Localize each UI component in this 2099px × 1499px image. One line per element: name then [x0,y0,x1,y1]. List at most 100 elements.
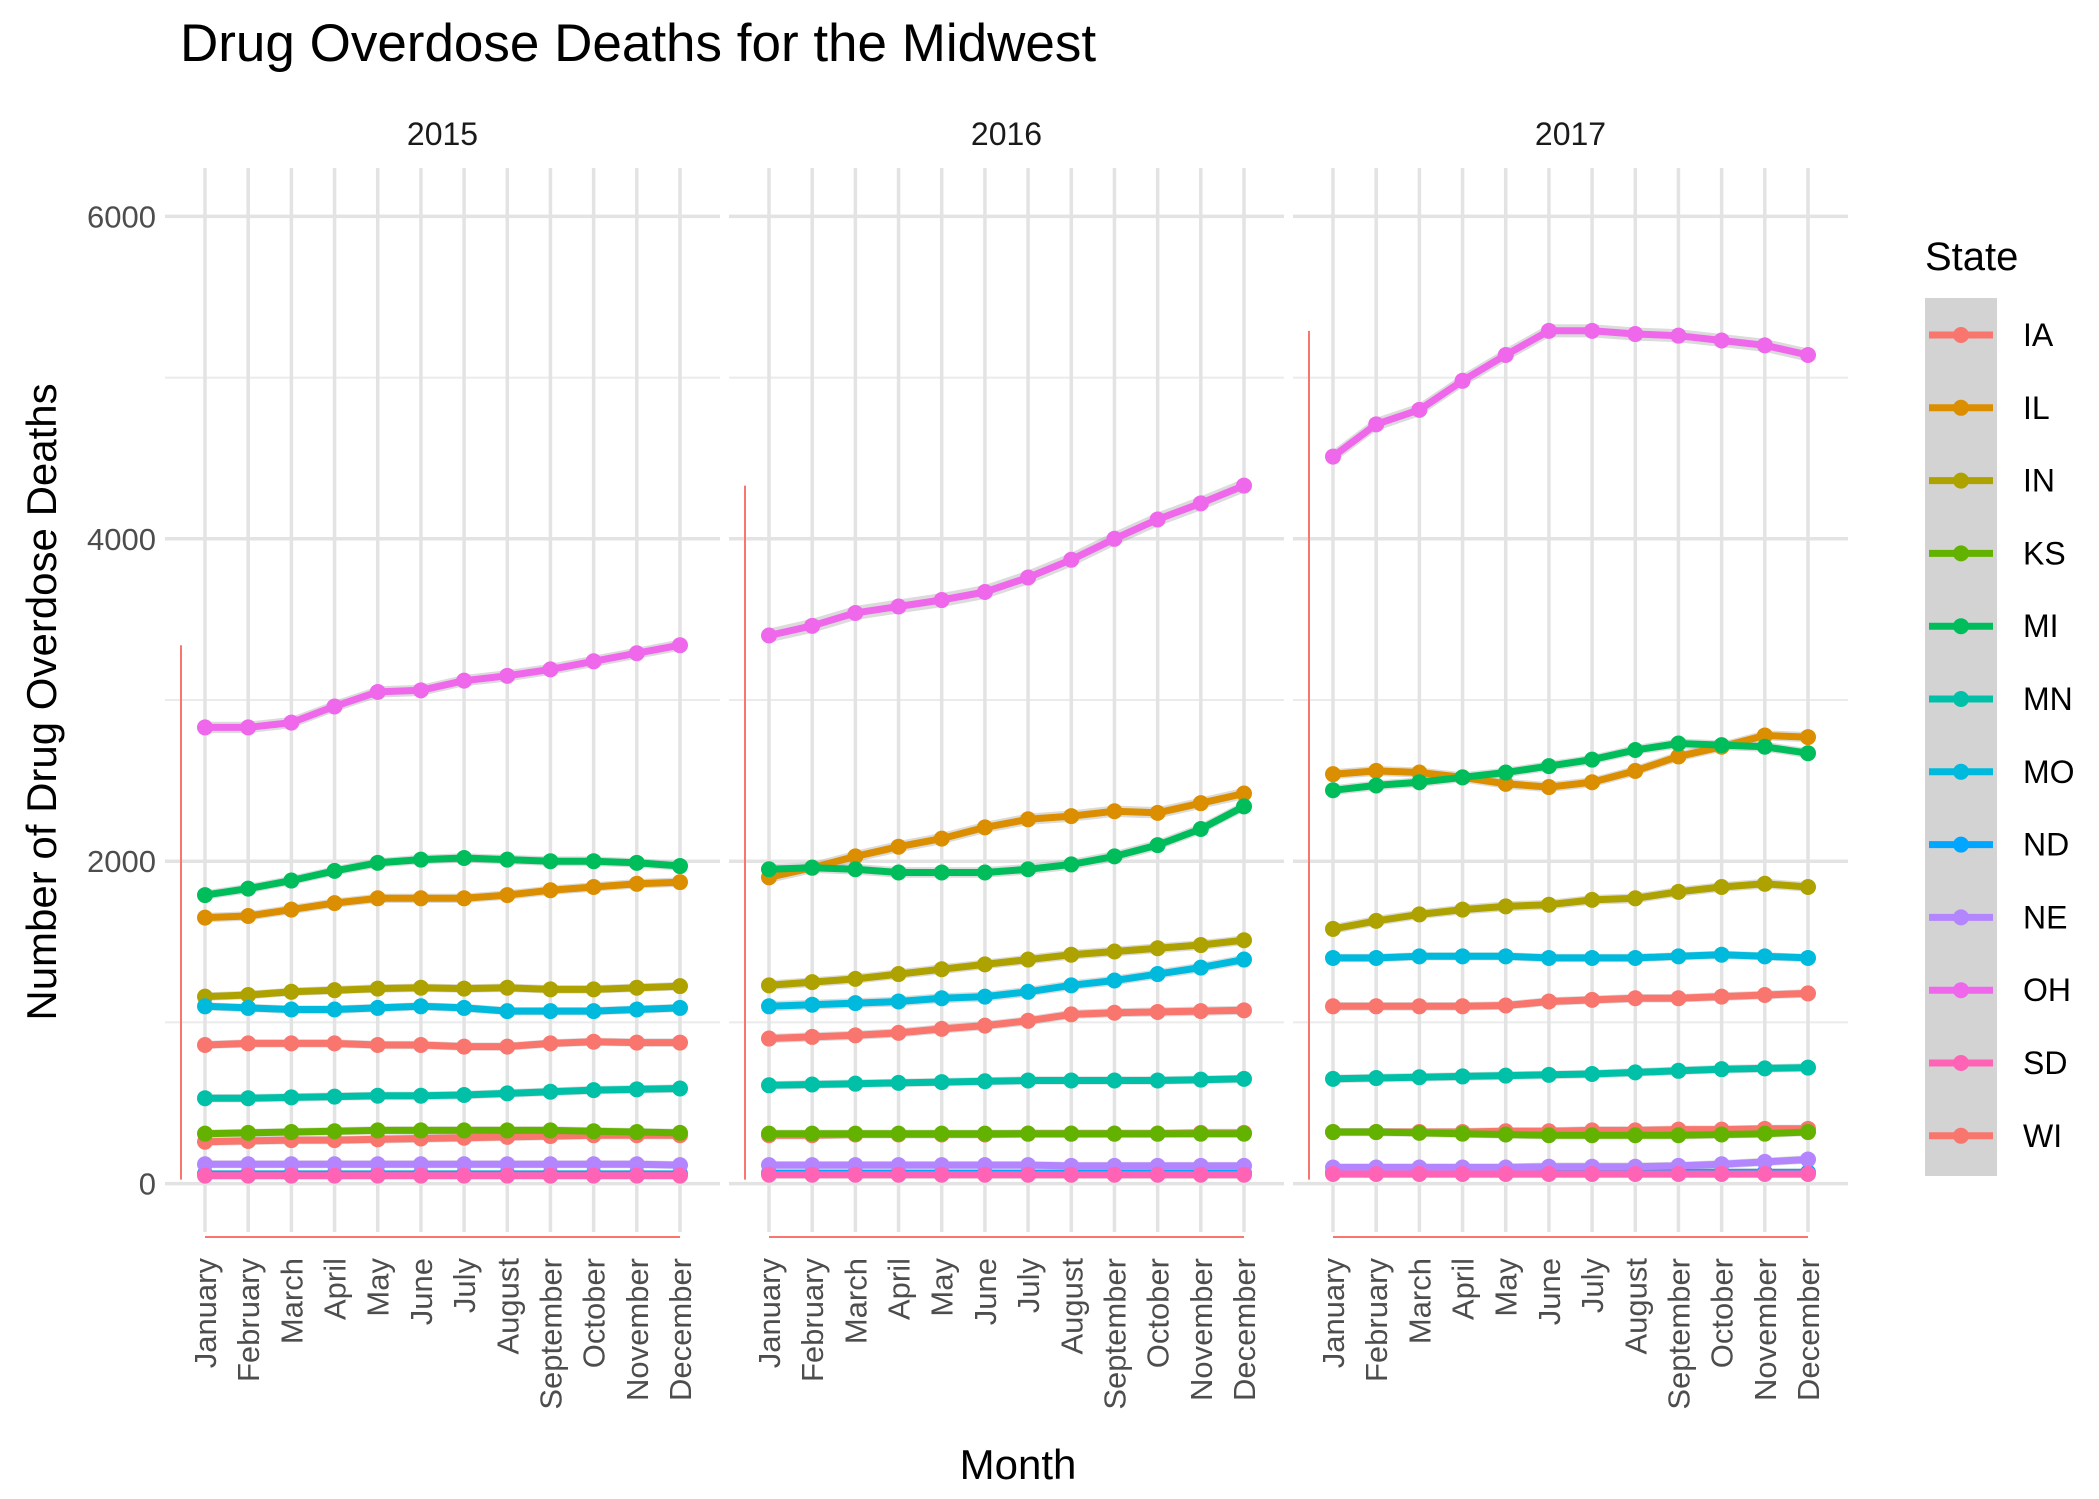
data-point-IL [847,848,864,865]
data-point-IN [456,980,473,997]
data-point-OH [1454,372,1471,389]
data-point-KS [1497,1126,1514,1143]
data-point-IN [672,978,688,995]
data-point-MN [1540,1066,1557,1083]
data-point-MO [1325,949,1341,966]
data-point-OH [628,645,645,662]
data-point-MI [1627,741,1644,758]
data-point-MN [1325,1070,1341,1087]
legend-item-KS: KS [1929,535,2066,571]
x-tick-label: December [1791,1258,1826,1401]
data-point-WI [585,1033,602,1050]
data-point-SD [976,1166,993,1183]
data-point-MN [456,1086,473,1103]
data-point-MI [1713,737,1730,754]
data-point-IN [1411,906,1428,923]
data-point-SD [847,1166,864,1183]
data-point-KS [1236,1125,1252,1142]
x-tick-label: June [404,1258,439,1325]
data-point-SD [240,1167,257,1184]
data-point-WI [1192,1003,1209,1020]
data-point-SD [1106,1166,1123,1183]
x-tick-label: July [447,1258,482,1314]
data-point-MN [1106,1072,1123,1089]
data-point-OH [1063,551,1080,568]
data-point-WI [976,1017,993,1034]
data-point-SD [1497,1165,1514,1182]
data-point-WI [1411,998,1428,1015]
data-point-SD [1020,1166,1037,1183]
x-tick-label: October [577,1258,612,1368]
data-point-KS [1584,1127,1601,1144]
data-point-SD [1584,1165,1601,1182]
data-point-KS [804,1125,821,1142]
data-point-KS [412,1122,429,1139]
data-point-MO [1670,948,1687,965]
data-point-IL [240,908,257,925]
data-point-IN [1149,940,1166,957]
legend-key-point [1953,472,1969,489]
facet-panel-2015: 2015 January February March April May June July… [165,116,720,1410]
series-line-NE [765,1161,1248,1170]
data-point-MO [542,1003,559,1020]
legend-item-MN: MN [1929,681,2073,717]
data-point-MI [933,864,950,881]
data-point-MN [499,1085,516,1102]
x-tick-label: September [533,1258,568,1410]
data-point-KS [1411,1124,1428,1141]
data-point-IL [672,874,688,891]
data-point-KS [1756,1125,1773,1142]
data-point-WI [890,1024,907,1041]
data-point-IL [197,909,213,926]
data-point-OH [1756,337,1773,354]
x-tick-label: October [1141,1258,1176,1368]
data-point-IL [542,882,559,899]
data-point-NE [456,1156,473,1173]
data-point-SD [1325,1165,1341,1182]
legend: State IA IL IN KS MI MN MO ND NE OH SD WI [1925,235,2075,1176]
x-tick-label: November [1748,1258,1783,1401]
data-point-IL [1325,766,1341,783]
x-tick-label: September [1097,1258,1132,1410]
data-point-MN [890,1074,907,1091]
data-point-MI [283,872,300,889]
data-point-MO [197,998,213,1015]
legend-key-point [1953,909,1969,926]
data-point-OH [1800,347,1816,364]
data-point-IL [1192,795,1209,812]
data-point-MI [1106,848,1123,865]
chart-title: Drug Overdose Deaths for the Midwest [180,14,1096,73]
data-point-MN [1670,1062,1687,1079]
data-point-IL [890,838,907,855]
y-tick-label: 0 [139,1167,156,1202]
data-point-KS [1106,1125,1123,1142]
data-point-SD [761,1166,777,1183]
data-point-SD [499,1167,516,1184]
data-point-MN [1454,1068,1471,1085]
data-point-OH [847,604,864,621]
data-point-IL [1670,748,1687,765]
data-point-KS [1368,1124,1385,1141]
data-point-KS [240,1124,257,1141]
data-point-MO [1540,949,1557,966]
data-point-MO [1800,949,1816,966]
data-point-IL [283,901,300,918]
data-point-IL [1236,785,1252,802]
legend-key-point [1953,545,1969,562]
data-point-IN [804,974,821,991]
data-point-MO [804,996,821,1013]
data-point-KS [499,1122,516,1139]
smooth-band-MI [205,853,680,900]
x-tick-label: June [968,1258,1003,1325]
data-point-MO [933,990,950,1007]
data-point-MN [585,1082,602,1099]
data-point-OH [197,719,213,736]
data-point-MN [1497,1067,1514,1084]
legend-item-MO: MO [1929,754,2075,790]
data-point-MN [326,1088,343,1105]
data-point-MO [1756,948,1773,965]
data-point-SD [369,1167,386,1184]
series-line-IN [201,982,684,1001]
legend-item-IN: IN [1929,463,2055,499]
